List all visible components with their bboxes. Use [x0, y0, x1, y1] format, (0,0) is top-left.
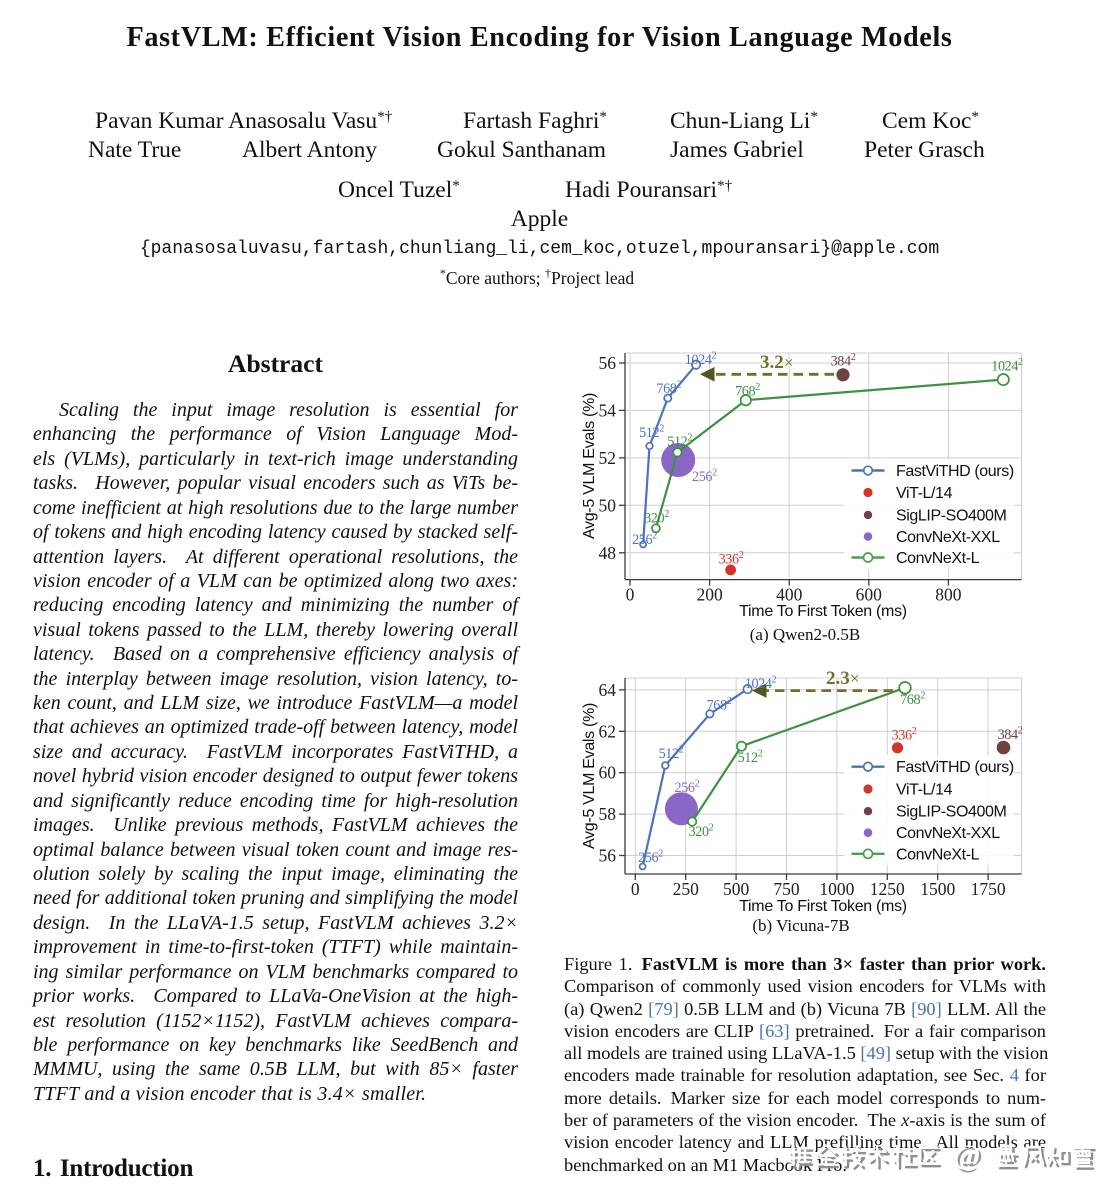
svg-text:×: × [784, 353, 794, 372]
svg-text:1250: 1250 [870, 879, 905, 899]
svg-text:600: 600 [856, 585, 883, 605]
svg-text:ConvNeXt-L: ConvNeXt-L [896, 550, 980, 567]
svg-text:7682: 7682 [707, 696, 732, 713]
svg-text:2562: 2562 [675, 779, 700, 796]
svg-text:2562: 2562 [632, 531, 657, 548]
svg-text:SigLIP-SO400M: SigLIP-SO400M [896, 804, 1006, 821]
svg-text:2.3: 2.3 [826, 668, 850, 689]
svg-text:2562: 2562 [692, 468, 717, 485]
svg-text:FastViTHD (ours): FastViTHD (ours) [896, 463, 1014, 480]
svg-text:5122: 5122 [659, 745, 684, 762]
svg-text:56: 56 [599, 353, 617, 373]
svg-text:1500: 1500 [920, 879, 955, 899]
svg-text:2562: 2562 [638, 849, 663, 866]
svg-text:10242: 10242 [745, 675, 777, 692]
svg-text:(b) Vicuna-7B: (b) Vicuna-7B [752, 916, 849, 935]
svg-text:3.2: 3.2 [760, 352, 784, 373]
svg-text:Time To First Token (ms): Time To First Token (ms) [739, 603, 907, 620]
svg-text:@: @ [954, 1140, 981, 1172]
svg-text:10242: 10242 [685, 351, 717, 368]
svg-text:3202: 3202 [644, 509, 669, 526]
svg-text:ConvNeXt-XXL: ConvNeXt-XXL [896, 825, 1000, 842]
svg-text:SigLIP-SO400M: SigLIP-SO400M [896, 508, 1006, 525]
svg-text:250: 250 [673, 879, 700, 899]
svg-text:5122: 5122 [639, 424, 664, 441]
svg-text:Avg-5 VLM Evals (%): Avg-5 VLM Evals (%) [581, 703, 598, 849]
svg-text:3362: 3362 [892, 726, 917, 743]
svg-text:Avg-5 VLM Evals (%): Avg-5 VLM Evals (%) [581, 393, 598, 539]
svg-text:5122: 5122 [667, 433, 692, 450]
svg-text:200: 200 [696, 585, 723, 605]
svg-text:10242: 10242 [991, 357, 1023, 374]
svg-text:500: 500 [723, 879, 750, 899]
svg-text:×: × [850, 669, 860, 688]
svg-text:0: 0 [626, 585, 635, 605]
svg-text:3362: 3362 [719, 550, 744, 567]
svg-text:ViT-L/14: ViT-L/14 [896, 485, 953, 502]
svg-text:7682: 7682 [735, 382, 760, 399]
svg-text:7682: 7682 [656, 380, 681, 397]
svg-text:3842: 3842 [831, 352, 856, 369]
svg-text:5122: 5122 [738, 749, 763, 766]
svg-text:54: 54 [599, 400, 617, 420]
svg-text:52: 52 [599, 448, 617, 468]
svg-text:3842: 3842 [998, 726, 1023, 743]
svg-text:0: 0 [631, 879, 640, 899]
svg-text:ConvNeXt-L: ConvNeXt-L [896, 846, 980, 863]
svg-text:7682: 7682 [900, 691, 925, 708]
svg-text:58: 58 [599, 804, 617, 824]
svg-text:56: 56 [599, 846, 617, 866]
svg-text:ViT-L/14: ViT-L/14 [896, 782, 953, 799]
svg-text:400: 400 [776, 585, 803, 605]
svg-text:1750: 1750 [971, 879, 1006, 899]
svg-text:62: 62 [599, 721, 617, 741]
svg-text:FastViTHD (ours): FastViTHD (ours) [896, 759, 1014, 776]
svg-text:60: 60 [599, 763, 617, 783]
svg-text:800: 800 [935, 585, 962, 605]
svg-text:1000: 1000 [819, 879, 854, 899]
svg-text:@: @ [956, 1142, 983, 1174]
svg-text:50: 50 [599, 495, 617, 515]
svg-text:750: 750 [773, 879, 800, 899]
svg-text:Time To First Token (ms): Time To First Token (ms) [739, 898, 907, 915]
svg-text:ConvNeXt-XXL: ConvNeXt-XXL [896, 529, 1000, 546]
svg-text:48: 48 [599, 543, 617, 563]
svg-text:64: 64 [599, 680, 617, 700]
svg-text:(a) Qwen2-0.5B: (a) Qwen2-0.5B [750, 625, 860, 644]
svg-text:3202: 3202 [689, 823, 714, 840]
